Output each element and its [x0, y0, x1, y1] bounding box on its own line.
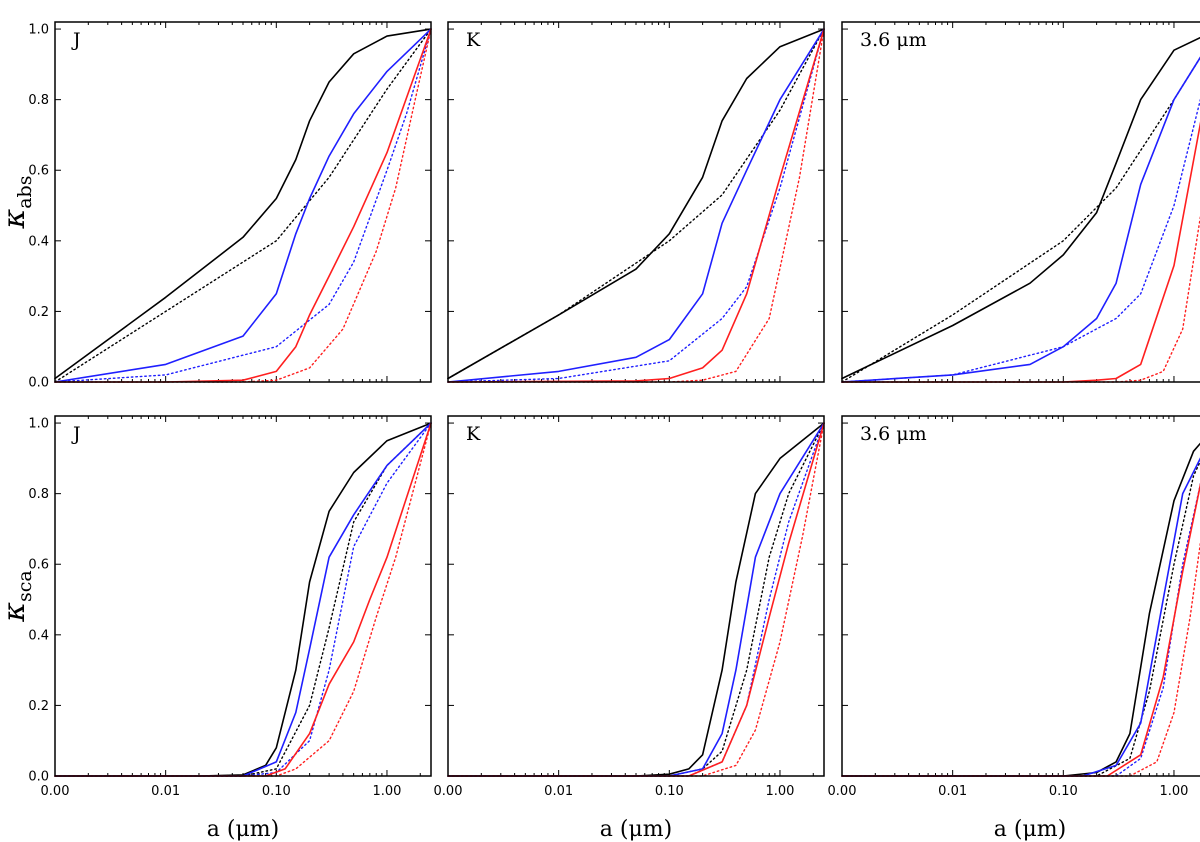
x-tick-label: 0.00	[828, 784, 857, 799]
series-red-solid	[447, 28, 825, 383]
series-blue-dotted	[841, 482, 1200, 777]
series-red-solid	[841, 121, 1200, 383]
plot-frame	[447, 21, 825, 383]
series-black-solid	[54, 422, 432, 777]
x-tick-label: 0.01	[151, 784, 180, 799]
y-tick-label: 0.4	[28, 628, 49, 643]
x-tick-label: 1.00	[765, 784, 794, 799]
panel-0: 0.0 0.2 0.4 0.6 0.8 1.0 J	[28, 21, 432, 391]
series-red-solid	[841, 482, 1200, 777]
kappa-symbol: κ	[0, 602, 32, 623]
x-tick-label: 0.01	[938, 784, 967, 799]
y-tick-label: 0.6	[28, 558, 49, 573]
x-tick-label: 1.00	[1159, 784, 1188, 799]
panel-4: 0.00 0.01 0.10 1.00 K	[434, 415, 825, 799]
x-axis-label: a (μm)	[207, 817, 279, 842]
y-tick-label: 0.2	[28, 699, 49, 714]
series-black-solid	[841, 442, 1200, 777]
x-tick-label: 0.00	[434, 784, 463, 799]
plot-frame	[841, 415, 1200, 777]
series-blue-solid	[841, 56, 1200, 383]
series-blue-dotted	[54, 28, 432, 383]
series-blue-solid	[447, 422, 825, 777]
x-tick-label: 1.00	[372, 784, 401, 799]
y-axis-label: κsca	[0, 570, 36, 622]
series-blue-solid	[54, 422, 432, 777]
series-blue-dotted	[841, 98, 1200, 383]
series-red-dotted	[447, 422, 825, 777]
series-black-solid	[54, 28, 432, 380]
band-label: 3.6 μm	[860, 423, 927, 445]
x-tick-label: 0.10	[655, 784, 684, 799]
y-tick-label: 0.6	[28, 164, 49, 179]
y-tick-label: 0.8	[28, 93, 49, 108]
plot-frame	[447, 415, 825, 777]
y-tick-label: 0.4	[28, 234, 49, 249]
kappa-subscript: abs	[14, 176, 36, 209]
series-red-dotted	[841, 540, 1200, 777]
series-blue-dotted	[447, 28, 825, 383]
series-black-dotted	[447, 28, 825, 380]
kappa-subscript: sca	[14, 570, 36, 602]
series-red-dotted	[54, 422, 432, 777]
y-tick-label: 0.2	[28, 305, 49, 320]
series-blue-dotted	[54, 422, 432, 777]
panel-2: 3.6 μm	[841, 21, 1200, 383]
x-tick-label: 0.00	[41, 784, 70, 799]
panel-5: 0.00 0.01 0.10 1.00 3.6 μm	[828, 415, 1200, 799]
y-axis-label: κabs	[0, 176, 36, 230]
x-tick-label: 0.10	[1049, 784, 1078, 799]
series-blue-solid	[54, 28, 432, 383]
band-label: 3.6 μm	[860, 29, 927, 51]
series-black-solid	[447, 28, 825, 380]
series-blue-solid	[447, 28, 825, 383]
band-label: K	[466, 423, 481, 445]
band-label: K	[466, 29, 481, 51]
series-blue-solid	[841, 457, 1200, 777]
series-black-solid	[447, 422, 825, 777]
plot-frame	[54, 415, 432, 777]
panel-3: 0.00 0.01 0.10 1.00 0.0 0.2 0.4 0.6 0.8 1.0 J	[28, 415, 432, 799]
series-red-solid	[54, 422, 432, 777]
series-black-dotted	[54, 28, 432, 383]
series-black-dotted	[841, 460, 1200, 777]
y-tick-label: 0.0	[28, 376, 49, 391]
panel-1: K	[447, 21, 825, 383]
series-red-dotted	[841, 214, 1200, 383]
y-tick-label: 0.8	[28, 487, 49, 502]
y-tick-label: 0.0	[28, 770, 49, 785]
x-tick-label: 0.01	[544, 784, 573, 799]
band-label: J	[71, 423, 81, 445]
x-axis-label: a (μm)	[994, 817, 1066, 842]
y-tick-label: 1.0	[28, 23, 49, 38]
series-red-dotted	[447, 28, 825, 383]
series-black-solid	[841, 36, 1200, 380]
x-axis-label: a (μm)	[600, 817, 672, 842]
band-label: J	[71, 29, 81, 51]
plot-frame	[54, 21, 432, 383]
series-red-solid	[54, 28, 432, 383]
series-black-dotted	[841, 56, 1200, 383]
series-black-dotted	[54, 422, 432, 777]
plot-frame	[841, 21, 1200, 383]
kappa-symbol: κ	[0, 208, 32, 229]
y-tick-label: 1.0	[28, 417, 49, 432]
x-tick-label: 0.10	[262, 784, 291, 799]
